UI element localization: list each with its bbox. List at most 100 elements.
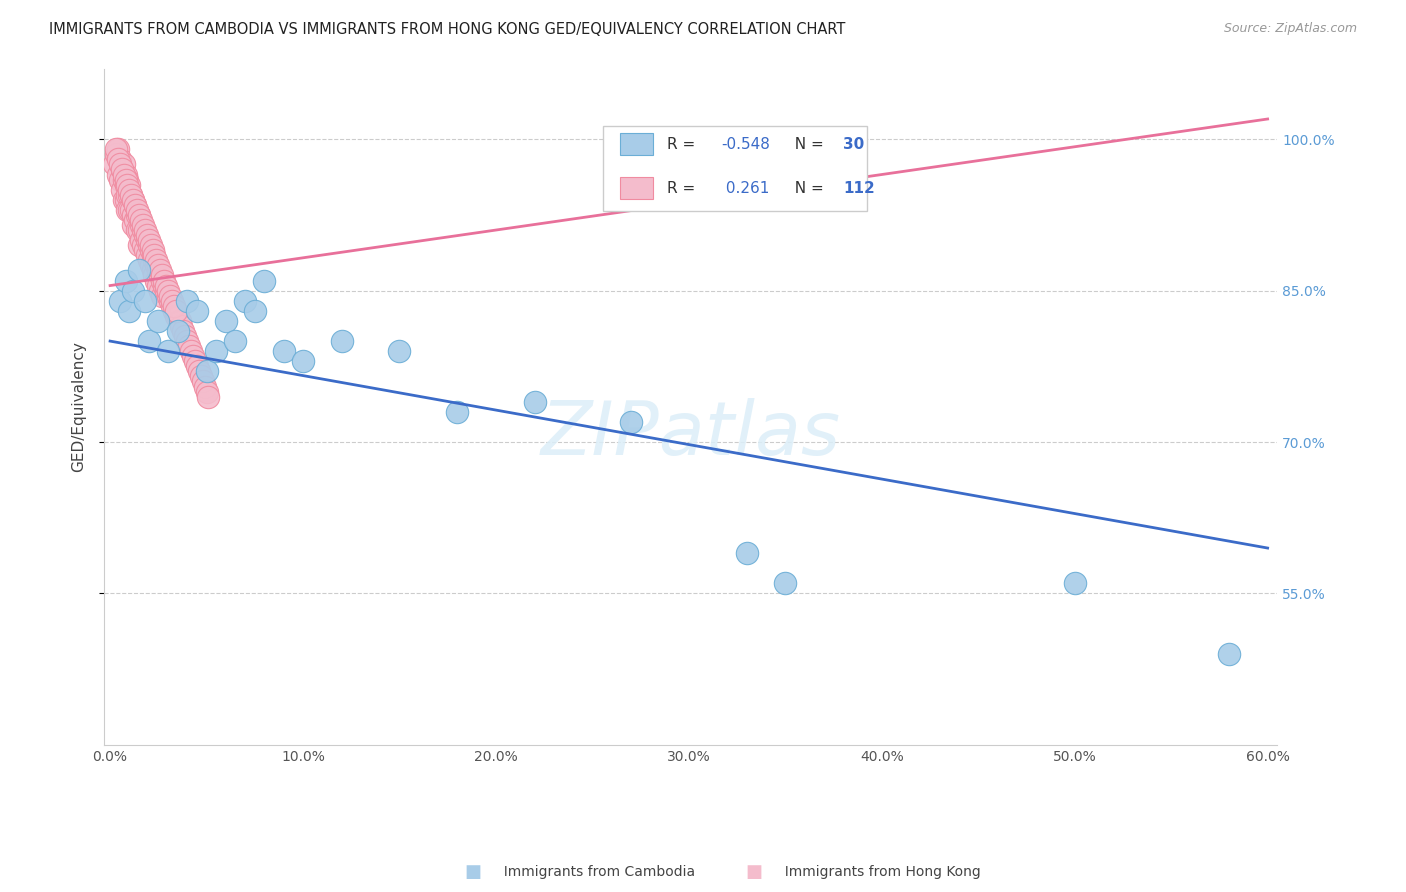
Point: [127, 208, 149, 222]
Point: [149, 263, 172, 277]
Point: [139, 259, 162, 273]
Point: [148, 278, 170, 293]
Point: [111, 162, 134, 177]
Point: [150, 268, 173, 283]
Text: ■: ■: [745, 863, 762, 881]
Text: N =: N =: [785, 181, 828, 195]
Point: [170, 318, 193, 333]
Point: [155, 284, 177, 298]
Point: [124, 198, 146, 212]
Point: [107, 153, 129, 167]
Point: [156, 344, 179, 359]
Point: [195, 364, 218, 378]
Point: [104, 142, 127, 156]
Point: [112, 193, 135, 207]
Point: [165, 309, 187, 323]
Point: [735, 546, 758, 560]
Point: [166, 324, 188, 338]
Point: [104, 147, 127, 161]
Point: [139, 244, 162, 258]
Point: [148, 263, 170, 277]
Point: [135, 228, 157, 243]
Point: [108, 157, 131, 171]
Point: [159, 293, 181, 308]
Point: [143, 268, 166, 283]
Point: [775, 576, 797, 591]
Point: [143, 248, 166, 262]
Point: [620, 415, 643, 429]
Point: [118, 187, 141, 202]
Point: [150, 288, 173, 302]
Point: [138, 253, 160, 268]
Text: IMMIGRANTS FROM CAMBODIA VS IMMIGRANTS FROM HONG KONG GED/EQUIVALENCY CORRELATIO: IMMIGRANTS FROM CAMBODIA VS IMMIGRANTS F…: [49, 22, 845, 37]
Point: [124, 213, 146, 227]
Point: [159, 288, 181, 302]
Bar: [620, 178, 654, 199]
Point: [160, 299, 183, 313]
Point: [148, 259, 170, 273]
Point: [132, 218, 155, 232]
Point: [107, 168, 129, 182]
Point: [118, 183, 141, 197]
Point: [169, 314, 191, 328]
Point: [195, 384, 218, 399]
Point: [112, 168, 135, 182]
Point: [107, 142, 129, 156]
Point: [111, 162, 134, 177]
Point: [215, 314, 238, 328]
Point: [523, 394, 546, 409]
Point: [118, 178, 141, 192]
Point: [112, 172, 135, 186]
Point: [127, 223, 149, 237]
Point: [205, 344, 228, 359]
Text: ZIPatlas: ZIPatlas: [541, 398, 841, 470]
Point: [129, 213, 152, 227]
Point: [166, 309, 188, 323]
Point: [156, 288, 179, 302]
Point: [160, 293, 183, 308]
Point: [174, 329, 197, 343]
Point: [1218, 647, 1240, 661]
Point: [176, 334, 198, 348]
Point: [112, 157, 135, 171]
Point: [172, 324, 194, 338]
Point: [138, 238, 160, 252]
Point: [135, 233, 157, 247]
Point: [150, 273, 173, 287]
Point: [143, 253, 166, 268]
Point: [128, 223, 150, 237]
Point: [114, 193, 136, 207]
Point: [292, 354, 315, 368]
Text: Immigrants from Hong Kong: Immigrants from Hong Kong: [776, 865, 981, 880]
Point: [163, 299, 186, 313]
Point: [194, 379, 217, 393]
Point: [114, 172, 136, 186]
Point: [145, 253, 167, 268]
Point: [134, 223, 156, 237]
Point: [117, 202, 139, 217]
Point: [149, 268, 172, 283]
Point: [128, 208, 150, 222]
Point: [129, 233, 152, 247]
Point: [148, 314, 170, 328]
Point: [273, 344, 295, 359]
Text: R =: R =: [668, 136, 700, 152]
Point: [127, 202, 149, 217]
Point: [117, 172, 139, 186]
Point: [108, 153, 131, 167]
Text: Source: ZipAtlas.com: Source: ZipAtlas.com: [1223, 22, 1357, 36]
Point: [330, 334, 353, 348]
Point: [176, 293, 198, 308]
Point: [180, 344, 202, 359]
Point: [108, 293, 131, 308]
Point: [122, 208, 145, 222]
Point: [181, 349, 204, 363]
Text: 112: 112: [844, 181, 875, 195]
Point: [108, 172, 131, 186]
Point: [122, 218, 145, 232]
Point: [224, 334, 246, 348]
Point: [118, 202, 141, 217]
Bar: [620, 134, 654, 155]
Point: [114, 273, 136, 287]
Point: [191, 375, 214, 389]
